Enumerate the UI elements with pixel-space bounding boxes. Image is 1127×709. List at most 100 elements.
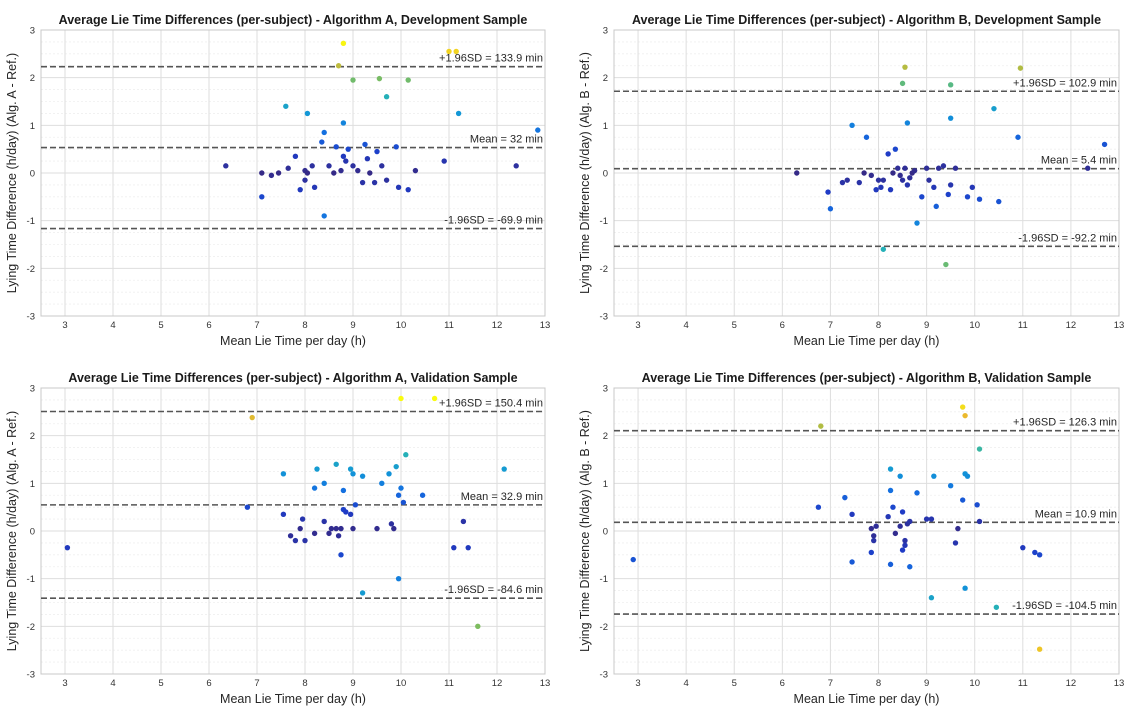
data-point	[899, 177, 906, 183]
data-point	[244, 504, 251, 510]
data-point	[453, 48, 459, 55]
data-point	[431, 395, 438, 402]
data-point	[343, 158, 349, 164]
data-point	[928, 595, 935, 601]
data-point	[475, 623, 481, 630]
data-point	[827, 206, 834, 212]
data-point	[849, 559, 855, 565]
plot-frame	[613, 29, 1120, 317]
data-point	[460, 518, 467, 525]
data-point	[441, 158, 447, 164]
data-point	[311, 184, 318, 190]
data-point	[338, 525, 344, 532]
y-tick-label: 3	[30, 384, 35, 395]
data-point	[446, 48, 452, 55]
x-tick-label: 5	[158, 678, 163, 689]
data-point	[333, 525, 339, 532]
data-point	[919, 194, 925, 200]
x-tick-label: 10	[396, 678, 407, 689]
data-point	[338, 167, 344, 174]
data-point	[364, 156, 371, 162]
x-tick-label: 8	[876, 678, 881, 689]
data-point	[398, 485, 404, 491]
x-tick-label: 3	[62, 678, 67, 689]
data-point	[335, 533, 342, 539]
data-point	[935, 165, 942, 171]
y-tick-label: 0	[30, 169, 35, 180]
data-point	[630, 556, 636, 563]
x-tick-label: 11	[1018, 678, 1028, 689]
data-point	[875, 177, 882, 183]
data-point	[347, 466, 354, 472]
data-point	[907, 518, 913, 525]
data-point	[993, 604, 1000, 610]
data-point	[376, 75, 383, 82]
data-point	[379, 480, 385, 487]
x-tick-label: 4	[683, 678, 688, 689]
data-point	[359, 473, 366, 479]
data-point	[825, 189, 831, 195]
data-point	[947, 115, 954, 121]
x-tick-label: 11	[444, 320, 454, 331]
data-point	[871, 533, 877, 539]
data-point	[383, 177, 390, 183]
data-point	[347, 511, 354, 518]
data-point	[280, 471, 287, 477]
upper-limit-label: +1.96SD = 150.4 min	[439, 397, 543, 409]
y-tick-label: -1	[27, 574, 35, 585]
data-point	[362, 141, 368, 148]
y-tick-label: -3	[27, 670, 35, 681]
data-point	[996, 198, 1002, 205]
data-point	[861, 170, 867, 176]
data-point	[880, 246, 887, 252]
data-point	[976, 518, 983, 525]
x-tick-label: 12	[1066, 678, 1077, 689]
data-point	[350, 471, 356, 477]
y-tick-label: -3	[600, 670, 608, 681]
data-point	[976, 196, 983, 202]
data-point	[340, 120, 347, 126]
lower-limit-label: -1.96SD = -92.2 min	[1018, 232, 1117, 244]
y-tick-label: 2	[30, 73, 35, 84]
y-tick-label: 2	[30, 431, 35, 442]
data-point	[904, 182, 911, 188]
data-point	[412, 167, 419, 174]
data-point	[976, 446, 983, 452]
data-point	[897, 473, 903, 479]
data-point	[902, 64, 908, 70]
y-tick-label: -1	[600, 216, 608, 227]
data-point	[839, 179, 846, 186]
x-tick-label: 8	[302, 678, 307, 689]
y-tick-label: -3	[600, 312, 608, 323]
data-point	[931, 473, 937, 479]
x-tick-label: 13	[540, 320, 551, 331]
data-point	[1036, 646, 1043, 652]
data-point	[897, 172, 903, 179]
data-point	[285, 165, 291, 171]
y-tick-label: 1	[30, 479, 35, 490]
data-point	[940, 163, 947, 169]
data-point	[335, 63, 342, 69]
x-tick-label: 6	[780, 678, 785, 689]
data-point	[947, 82, 954, 88]
x-tick-label: 6	[206, 678, 211, 689]
data-point	[902, 165, 908, 171]
data-point	[964, 473, 971, 479]
data-point	[991, 105, 997, 112]
plot-frame	[40, 387, 546, 675]
data-point	[959, 497, 966, 503]
data-point	[923, 516, 930, 522]
data-point	[914, 220, 920, 226]
y-tick-label: 1	[603, 121, 608, 132]
data-point	[333, 144, 339, 150]
data-point	[359, 179, 366, 186]
data-point	[355, 167, 361, 174]
x-tick-label: 5	[732, 320, 737, 331]
data-point	[287, 533, 294, 539]
data-point	[887, 186, 894, 193]
y-tick-label: -2	[600, 264, 608, 275]
data-point	[393, 144, 399, 150]
plot-frame	[613, 387, 1120, 675]
lower-limit-label: -1.96SD = -69.9 min	[444, 215, 543, 227]
